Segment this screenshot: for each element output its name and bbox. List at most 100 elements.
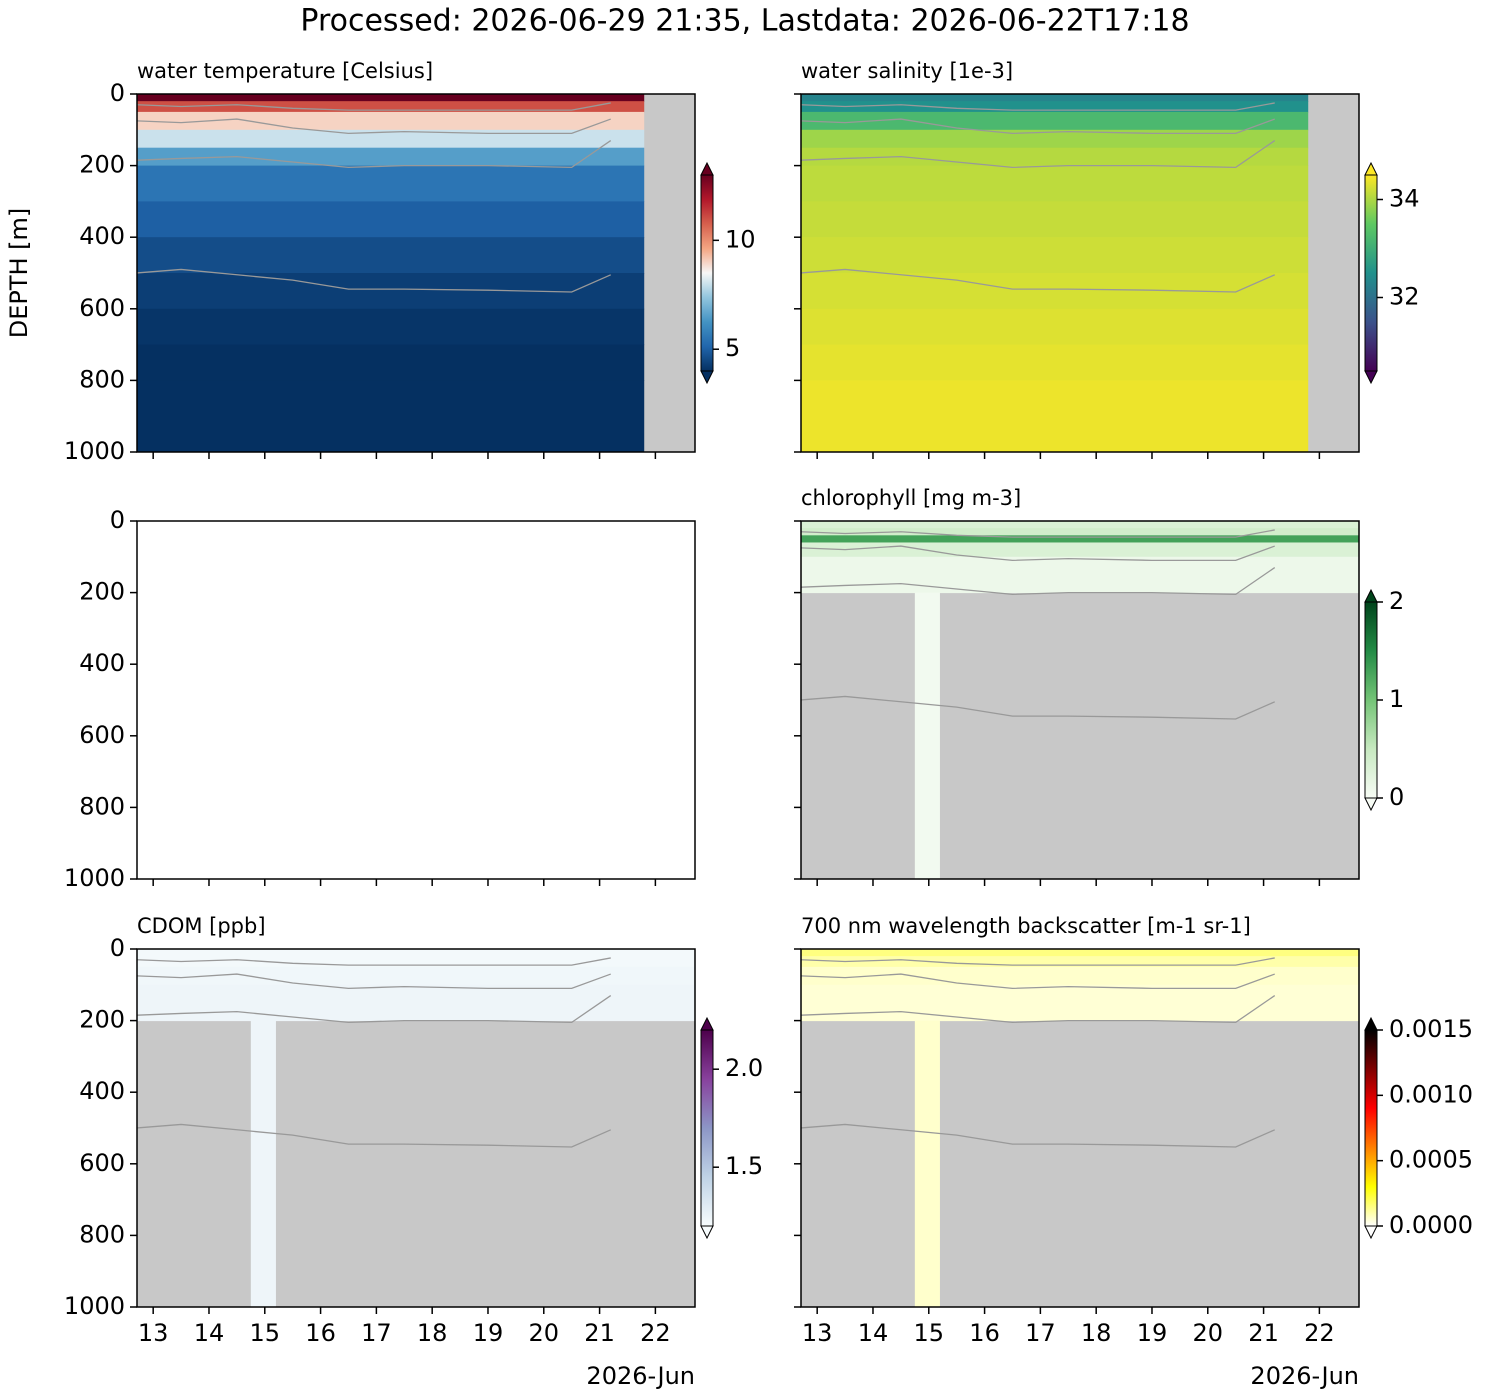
deep-cast-strip (250, 1020, 276, 1307)
colorbar-frame (700, 174, 714, 372)
heatmap-band (801, 165, 1309, 202)
panel-title: 700 nm wavelength backscatter [m-1 sr-1] (801, 914, 1251, 938)
contour-line (137, 102, 611, 111)
y-tick-label: 1000 (64, 1292, 125, 1320)
heatmap-band (801, 344, 1309, 381)
x-tick-label: 14 (858, 1319, 889, 1347)
x-tick-label: 15 (914, 1319, 945, 1347)
heatmap-band (137, 380, 645, 452)
heatmap-band (801, 521, 1359, 529)
colorbar (701, 1030, 713, 1226)
y-tick-label: 600 (79, 721, 125, 749)
contour-line (801, 102, 1275, 111)
x-tick-label: 18 (1081, 1319, 1112, 1347)
axes-frame (800, 93, 1360, 453)
colorbar-tick-label: 0.0015 (1389, 1015, 1473, 1043)
heatmap-band (801, 308, 1309, 346)
heatmap-band (801, 949, 1359, 957)
deep-cast-strip (914, 1020, 940, 1307)
colorbar (1365, 175, 1377, 371)
contour-line (801, 973, 1275, 990)
contour-line (801, 268, 1276, 293)
heatmap-band (137, 94, 645, 102)
heatmap-band (137, 308, 645, 346)
colorbar-extend-max (700, 1016, 714, 1031)
axes-frame (136, 520, 696, 880)
x-tick-label: 22 (640, 1319, 671, 1347)
contour-line (137, 1123, 612, 1148)
y-tick-label: 600 (79, 1149, 125, 1177)
panel-title: water temperature [Celsius] (137, 59, 433, 83)
axes-frame (800, 520, 1360, 880)
x-tick-label: 20 (1193, 1319, 1224, 1347)
contour-line (137, 973, 611, 990)
contour-line (801, 695, 1276, 720)
colorbar-tick-label: 2 (1389, 587, 1404, 615)
heatmap-band (801, 556, 1359, 594)
x-tick-label: 20 (529, 1319, 560, 1347)
figure-title: Processed: 2026-06-29 21:35, Lastdata: 2… (300, 4, 1189, 39)
heatmap (801, 94, 1359, 452)
x-tick-label: 21 (1248, 1319, 1279, 1347)
colorbar-extend-min (1364, 1225, 1378, 1240)
colorbar-tick-label: 5 (725, 334, 740, 362)
y-tick-label: 0 (110, 506, 125, 534)
contour-line (801, 545, 1275, 562)
contour-line (801, 1123, 1276, 1148)
heatmap-band (137, 237, 645, 274)
heatmap-band (801, 111, 1309, 131)
heatmap-band (801, 147, 1309, 167)
colorbar-frame (1364, 1029, 1378, 1227)
y-axis-label: DEPTH [m] (5, 208, 33, 339)
colorbar-extend-min (700, 370, 714, 385)
x-tick-label: 16 (305, 1319, 336, 1347)
heatmap-band (137, 201, 645, 238)
contour-line (801, 140, 1276, 169)
x-tick-label: 13 (802, 1319, 833, 1347)
panel: 0 200 400 600 800 1000 (64, 506, 696, 892)
heatmap-band (137, 273, 645, 310)
x-tick-label: 14 (194, 1319, 225, 1347)
colorbar-frame (700, 1029, 714, 1227)
heatmap-band (801, 966, 1359, 986)
colorbar (701, 175, 713, 371)
heatmap-band (801, 380, 1309, 452)
y-tick-label: 1000 (64, 864, 125, 892)
panel: 0.0000 0.0005 0.0010 0.0015 13 14 15 16 17 18 19 20… (794, 914, 1473, 1390)
x-tick-label: 15 (250, 1319, 281, 1347)
colorbar-tick-label: 0 (1389, 783, 1404, 811)
heatmap-band (137, 111, 645, 131)
y-tick-label: 1000 (64, 437, 125, 465)
heatmap (801, 521, 1359, 879)
x-tick-label: 13 (138, 1319, 169, 1347)
contour-line (801, 529, 1275, 538)
colorbar-tick-label: 0.0005 (1389, 1146, 1473, 1174)
deep-cast-strip (914, 592, 940, 879)
heatmap-band (801, 956, 1359, 968)
colorbar-tick-label: 2.0 (725, 1054, 763, 1082)
colorbar-extend-max (1364, 588, 1378, 603)
heatmap (137, 94, 695, 452)
x-tick-label: 17 (361, 1319, 392, 1347)
colorbar (1365, 602, 1377, 798)
axes-frame (800, 948, 1360, 1308)
panel-title: CDOM [ppb] (137, 914, 266, 938)
x-tick-label: 21 (584, 1319, 615, 1347)
x-tick-label: 19 (1137, 1319, 1168, 1347)
contour-line (137, 118, 611, 135)
x-tick-label: 17 (1025, 1319, 1056, 1347)
heatmap-band (801, 94, 1309, 102)
colorbar-tick-label: 0.0000 (1389, 1211, 1473, 1239)
contour-line (137, 268, 612, 293)
contour-line (801, 995, 1276, 1024)
heatmap-band (137, 101, 645, 113)
y-tick-label: 0 (110, 79, 125, 107)
axes-frame (136, 93, 696, 453)
colorbar-tick-label: 1.5 (725, 1152, 763, 1180)
heatmap-band (137, 147, 645, 167)
heatmap-band (801, 101, 1309, 113)
y-tick-label: 200 (79, 151, 125, 179)
panel-title: water salinity [1e-3] (801, 59, 1013, 83)
